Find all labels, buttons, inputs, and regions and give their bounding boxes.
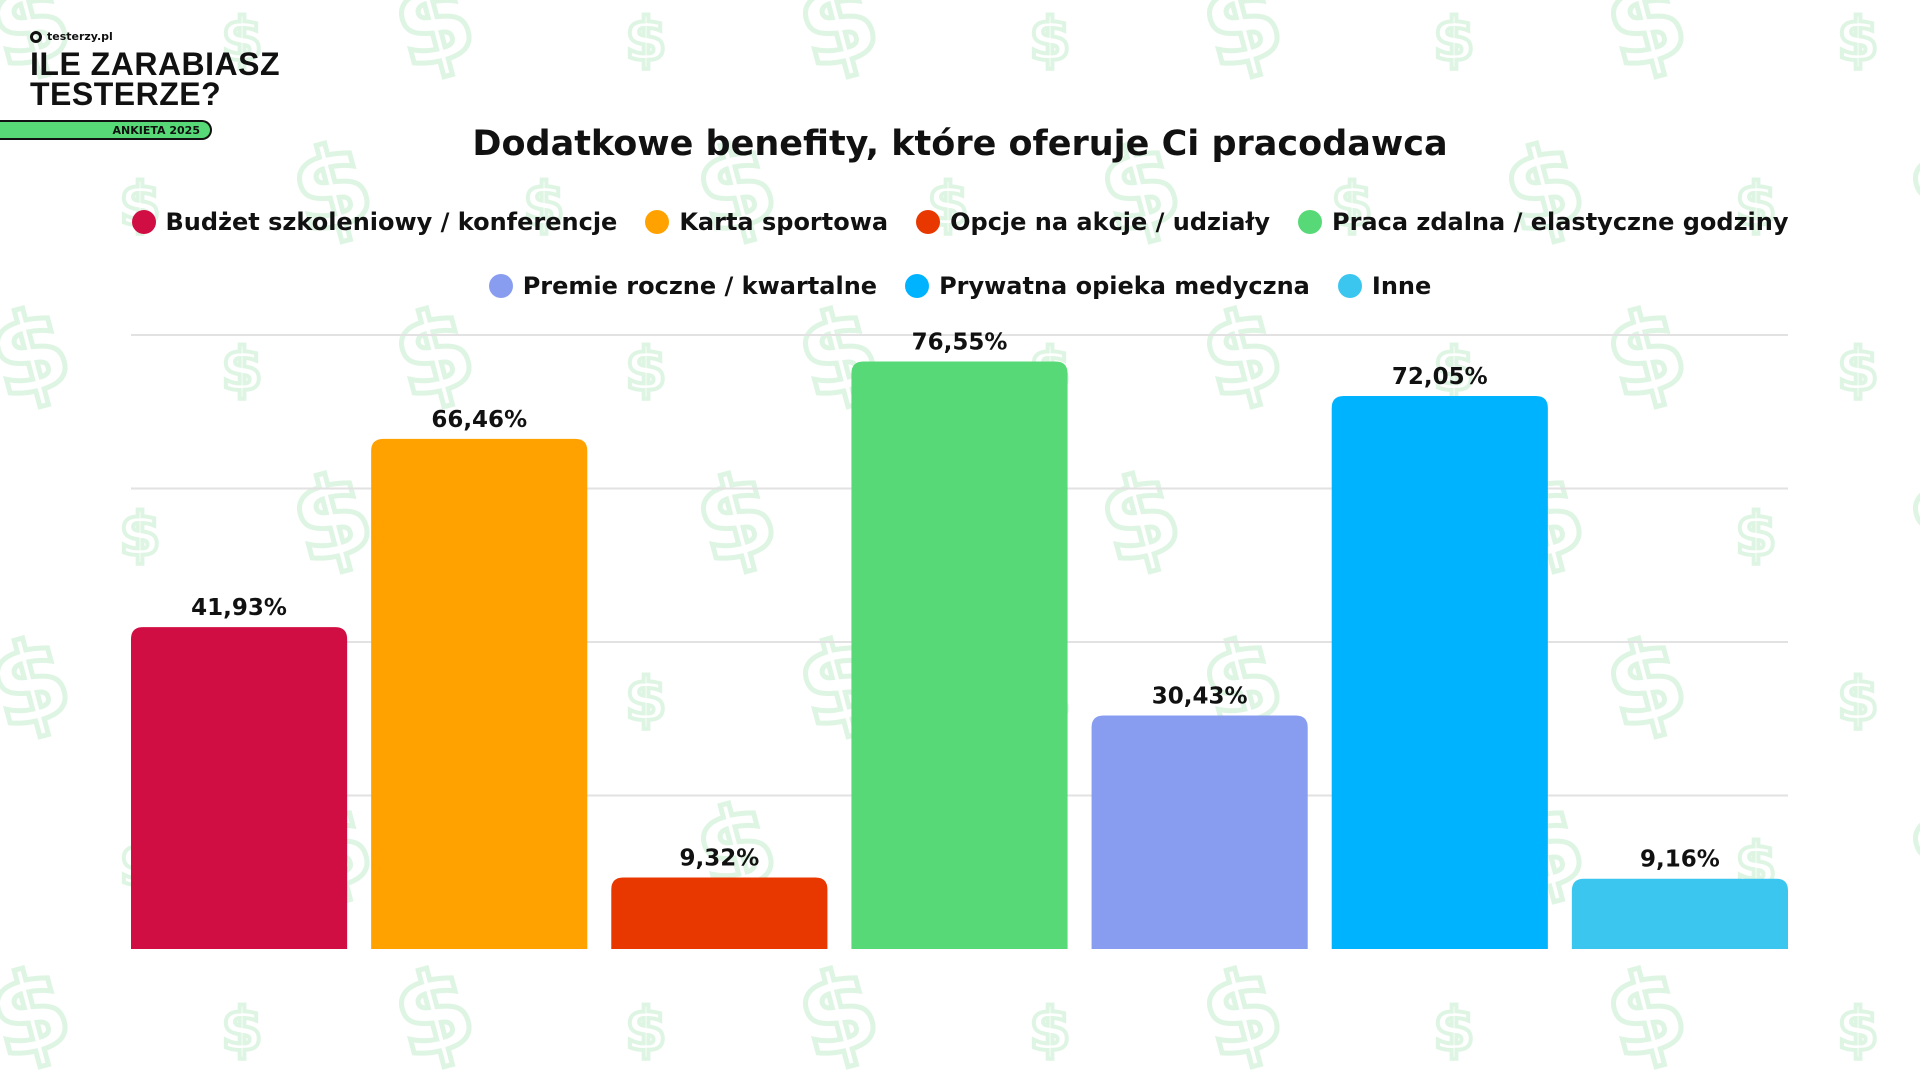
dollar-sign-icon: $ bbox=[1837, 665, 1879, 735]
dollar-sign-icon: $ bbox=[221, 995, 263, 1065]
dollar-sign-icon: $ bbox=[1331, 170, 1373, 240]
dollar-sign-icon: $ bbox=[625, 995, 667, 1065]
legend-item: Praca zdalna / elastyczne godziny bbox=[1297, 208, 1789, 236]
legend-dot bbox=[916, 210, 941, 234]
data-label: 66,46% bbox=[431, 407, 527, 433]
bar bbox=[611, 877, 828, 949]
dollar-sign-icon: $ bbox=[625, 335, 667, 405]
dollar-sign-icon: $ bbox=[221, 5, 263, 75]
bar bbox=[131, 627, 348, 949]
legend-row-2: Premie roczne / kwartalne Prywatna opiek… bbox=[0, 272, 1920, 300]
dollar-sign-icon: $ bbox=[221, 335, 263, 405]
legend-label: Praca zdalna / elastyczne godziny bbox=[1331, 208, 1789, 236]
dollar-sign-icon: $ bbox=[119, 500, 161, 570]
dollar-sign-icon: $ bbox=[1029, 5, 1071, 75]
dollar-sign-icon: $ bbox=[1433, 995, 1475, 1065]
data-label: 30,43% bbox=[1152, 683, 1248, 709]
data-label: 9,16% bbox=[1640, 847, 1720, 873]
legend-label: Prywatna opieka medyczna bbox=[939, 272, 1310, 300]
legend-dot bbox=[645, 210, 670, 234]
testerzy-logo-icon bbox=[30, 30, 42, 43]
brand-name: testerzy.pl bbox=[47, 30, 113, 43]
dollar-sign-icon: $ bbox=[523, 170, 565, 240]
dollar-sign-icon: $ bbox=[1433, 5, 1475, 75]
bar bbox=[851, 361, 1068, 949]
dollar-sign-icon: $ bbox=[625, 5, 667, 75]
data-label: 9,32% bbox=[679, 845, 759, 871]
data-label: 72,05% bbox=[1392, 364, 1488, 390]
bar bbox=[1331, 396, 1548, 949]
chart-title: Dodatkowe benefity, które oferuje Ci pra… bbox=[472, 124, 1448, 164]
legend-dot bbox=[1297, 210, 1322, 234]
legend-dot bbox=[131, 210, 156, 234]
bar bbox=[1091, 715, 1308, 949]
dollar-sign-icon: $ bbox=[625, 665, 667, 735]
legend-item: Premie roczne / kwartalne bbox=[488, 272, 878, 300]
data-label: 76,55% bbox=[912, 329, 1008, 355]
headline-line1: ILE ZARABIASZ bbox=[30, 46, 281, 82]
survey-badge: ANKIETA 2025 bbox=[0, 120, 212, 140]
dollar-sign-icon: $ bbox=[1433, 335, 1475, 405]
bar bbox=[371, 438, 588, 949]
dollar-sign-icon: $ bbox=[1837, 995, 1879, 1065]
legend-label: Opcje na akcje / udziały bbox=[950, 208, 1270, 236]
legend-row-1: Budżet szkoleniowy / konferencje Karta s… bbox=[0, 208, 1920, 236]
legend-item: Budżet szkoleniowy / konferencje bbox=[131, 208, 618, 236]
dollar-sign-icon: $ bbox=[1837, 335, 1879, 405]
dollar-sign-icon: $ bbox=[1735, 170, 1777, 240]
logo: testerzy.pl ILE ZARABIASZ TESTERZE? bbox=[30, 30, 281, 112]
headline-line2: TESTERZE? bbox=[30, 76, 222, 112]
legend-dot bbox=[1337, 274, 1362, 298]
legend-dot bbox=[905, 274, 930, 298]
dollar-sign-icon: $ bbox=[1735, 500, 1777, 570]
legend-item: Inne bbox=[1337, 272, 1432, 300]
legend-label: Karta sportowa bbox=[679, 208, 889, 236]
legend-item: Karta sportowa bbox=[645, 208, 888, 236]
legend-item: Opcje na akcje / udziały bbox=[916, 208, 1270, 236]
legend-item: Prywatna opieka medyczna bbox=[905, 272, 1310, 300]
legend-label: Inne bbox=[1371, 272, 1432, 300]
dollar-sign-icon: $ bbox=[1837, 5, 1879, 75]
legend-label: Budżet szkoleniowy / konferencje bbox=[165, 208, 618, 236]
data-label: 41,93% bbox=[191, 595, 287, 621]
dollar-sign-icon: $ bbox=[1029, 995, 1071, 1065]
legend-label: Premie roczne / kwartalne bbox=[522, 272, 878, 300]
bar bbox=[1571, 878, 1788, 949]
legend-dot bbox=[488, 274, 513, 298]
